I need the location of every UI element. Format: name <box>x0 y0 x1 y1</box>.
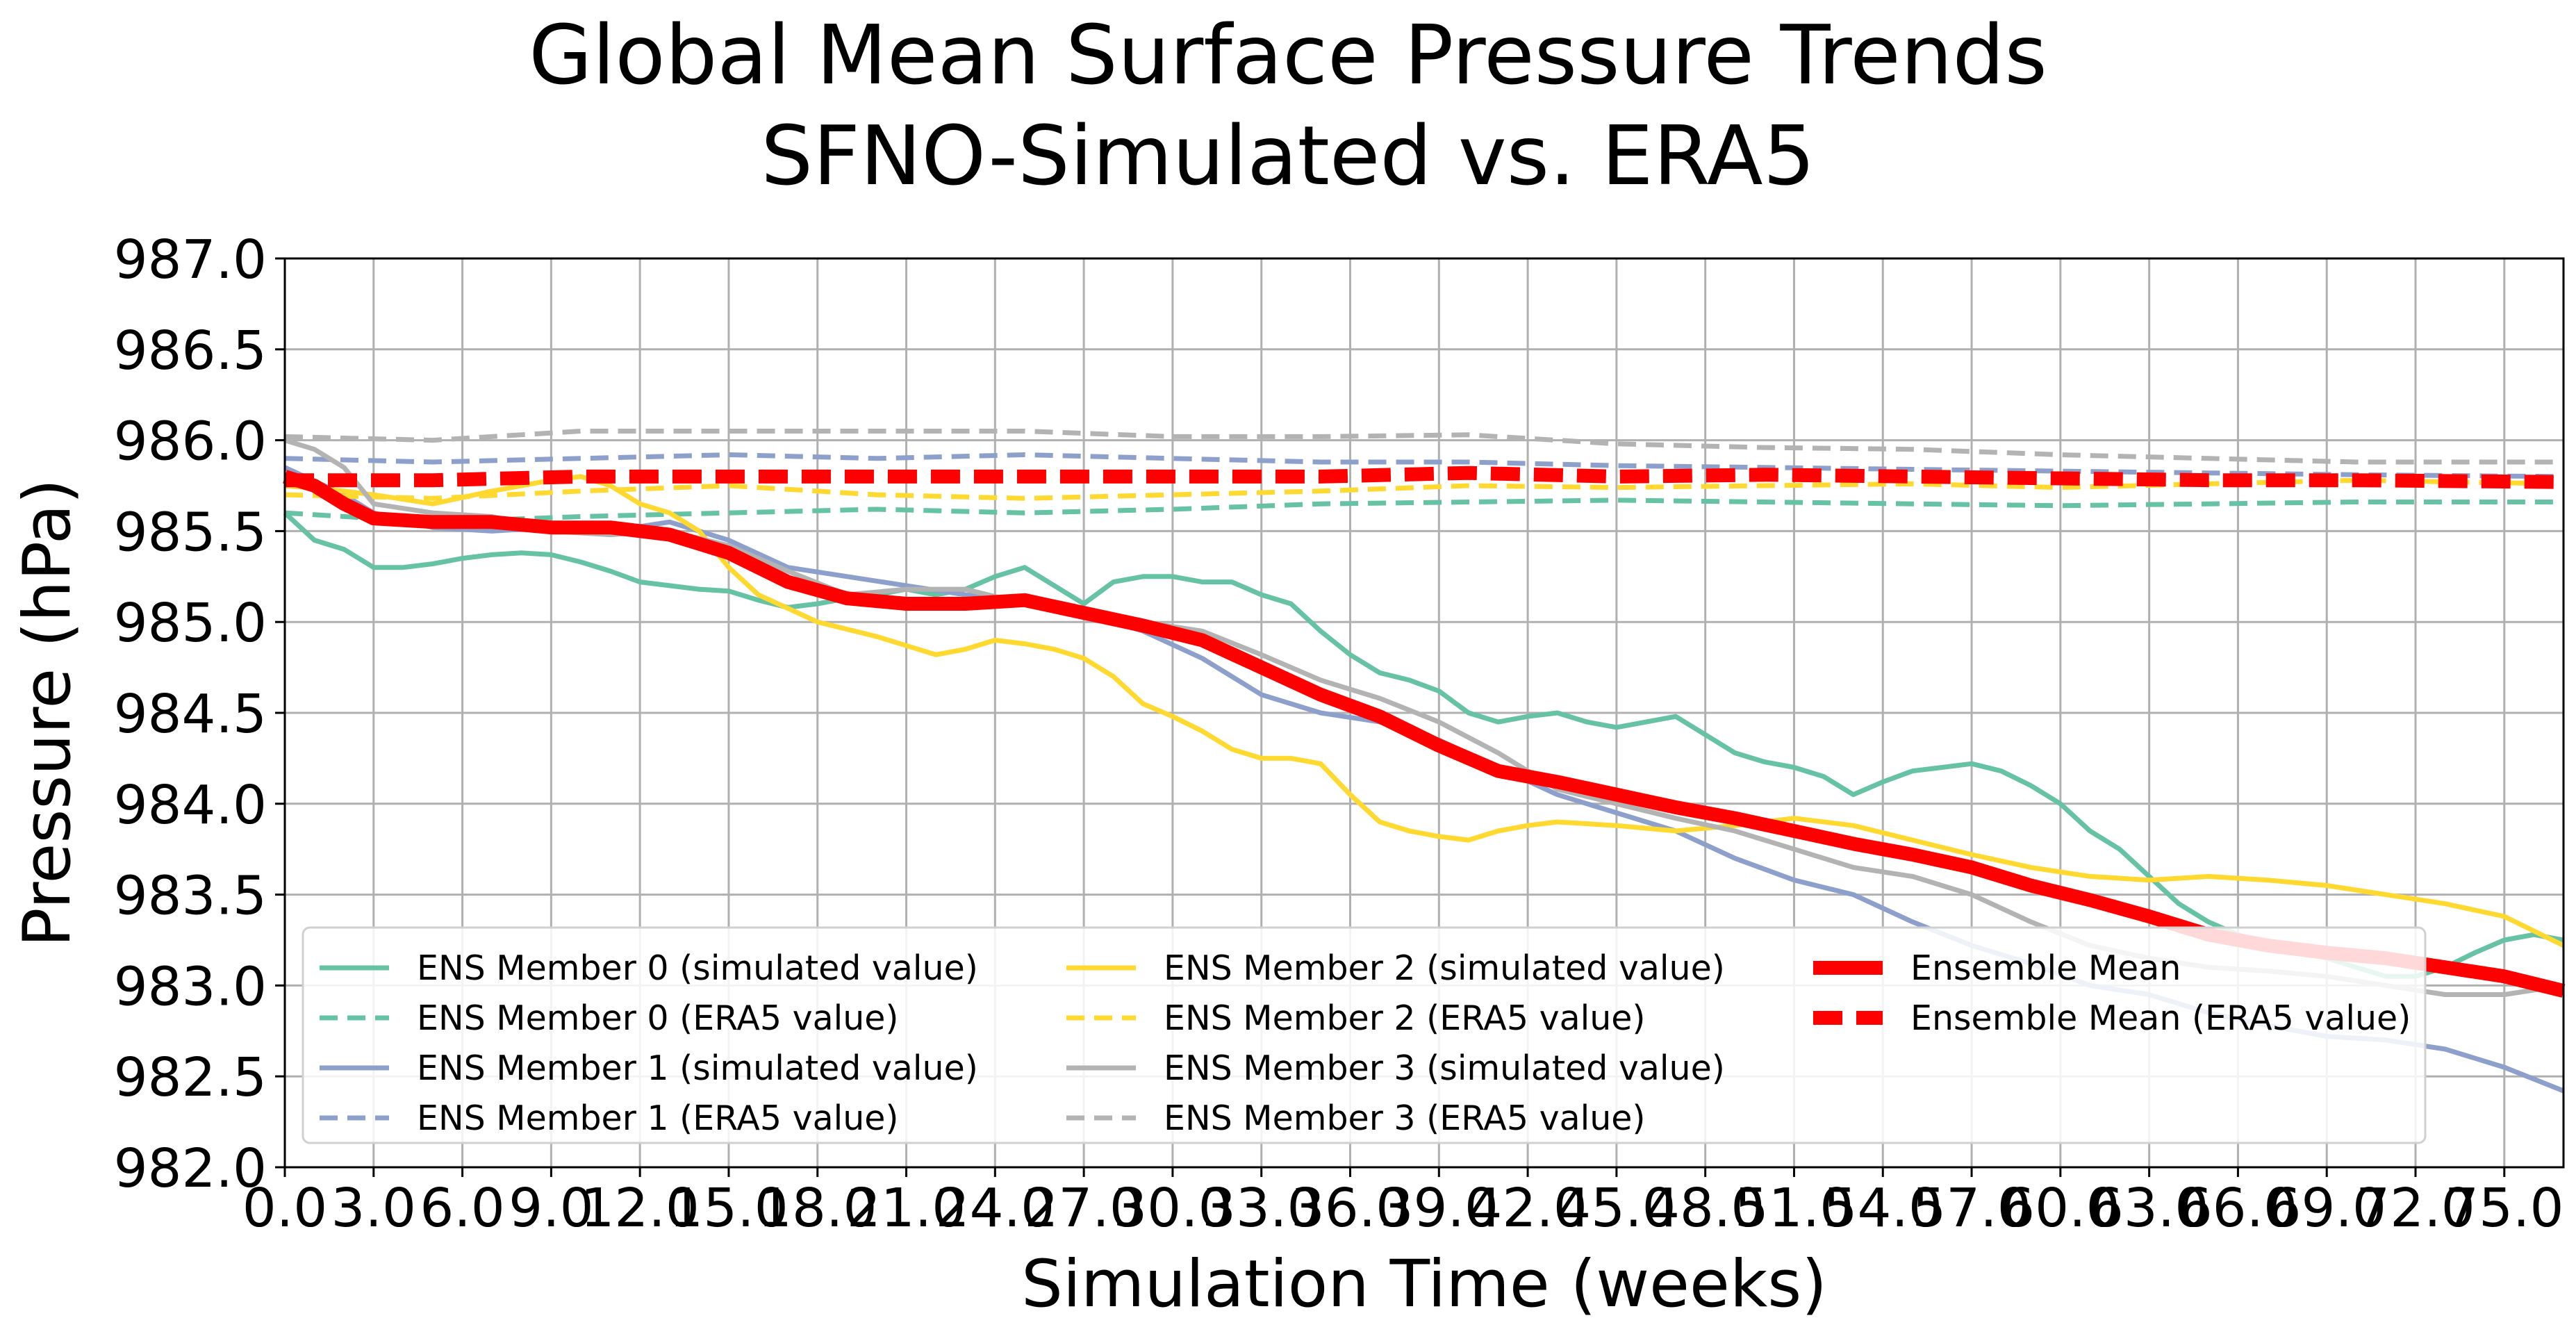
y-tick-label: 984.0 <box>114 775 267 837</box>
chart-subtitle: SFNO-Simulated vs. ERA5 <box>761 108 1815 204</box>
y-tick-label: 982.5 <box>114 1047 267 1109</box>
x-tick-label: 48.0 <box>1646 1178 1765 1240</box>
x-tick-label: 0.0 <box>242 1178 327 1240</box>
legend-label: Ensemble Mean (ERA5 value) <box>1910 998 2411 1038</box>
legend-label: ENS Member 2 (simulated value) <box>1164 948 1725 988</box>
legend-label: ENS Member 3 (ERA5 value) <box>1164 1098 1646 1138</box>
x-tick-label: 21.0 <box>847 1178 966 1240</box>
x-tick-label: 75.0 <box>2445 1178 2563 1240</box>
chart-title: Global Mean Surface Pressure Trends <box>529 7 2047 103</box>
legend-label: ENS Member 0 (ERA5 value) <box>417 998 899 1038</box>
y-tick-label: 987.0 <box>114 229 267 291</box>
x-tick-label: 33.0 <box>1202 1178 1321 1240</box>
series-line-ensemble-mean-era5-value <box>285 466 2564 489</box>
y-tick-label: 982.0 <box>114 1138 267 1200</box>
x-tick-label: 69.0 <box>2267 1178 2386 1240</box>
x-tick-label: 66.0 <box>2179 1178 2297 1240</box>
series-line-ens-member-0-simulated-value <box>283 511 2564 979</box>
x-tick-label: 15.0 <box>669 1178 788 1240</box>
series-line-ens-member-2-simulated-value <box>284 474 2565 948</box>
x-tick-label: 36.0 <box>1291 1178 1410 1240</box>
legend-label: Ensemble Mean <box>1910 948 2181 988</box>
y-tick-label: 984.5 <box>114 684 267 746</box>
x-tick-label: 60.0 <box>2001 1178 2120 1240</box>
x-tick-label: 27.0 <box>1024 1178 1143 1240</box>
legend-label: ENS Member 3 (simulated value) <box>1164 1048 1725 1088</box>
x-tick-label: 6.0 <box>420 1178 504 1240</box>
x-tick-label: 57.0 <box>1912 1178 2031 1240</box>
legend-label: ENS Member 1 (simulated value) <box>417 1048 978 1088</box>
x-tick-label: 39.0 <box>1380 1178 1498 1240</box>
x-tick-label: 9.0 <box>509 1178 593 1240</box>
series-line-ens-member-1-era5-value <box>284 452 2564 479</box>
legend-label: ENS Member 1 (ERA5 value) <box>417 1098 899 1138</box>
series-line-ens-member-0-era5-value <box>284 497 2563 525</box>
x-tick-label: 24.0 <box>936 1178 1055 1240</box>
y-tick-label: 986.0 <box>114 411 267 473</box>
legend-label: ENS Member 2 (ERA5 value) <box>1164 998 1646 1038</box>
legend-box <box>302 926 2427 1144</box>
x-axis-ticks: 0.0 3.0 6.0 9.012.015.018.021.024.027.030.0… <box>242 1167 2564 1240</box>
x-tick-label: 12.0 <box>580 1178 699 1240</box>
y-axis-ticks: 982.0 982.5 983.0 983.5 984.0 984.5 985.0 985.5… <box>114 229 285 1200</box>
x-tick-label: 3.0 <box>331 1178 416 1240</box>
x-tick-label: 45.0 <box>1557 1178 1676 1240</box>
y-tick-label: 985.5 <box>114 502 267 563</box>
series-line-ensemble-mean <box>283 470 2566 998</box>
legend: ENS Member 0 (simulated value) ENS Member… <box>302 926 2427 1144</box>
y-axis-label: Pressure (hPa) <box>10 479 85 947</box>
x-tick-label: 42.0 <box>1468 1178 1587 1240</box>
x-tick-label: 30.0 <box>1113 1178 1232 1240</box>
y-tick-label: 985.0 <box>114 593 267 654</box>
x-tick-label: 72.0 <box>2356 1178 2475 1240</box>
series-line-ens-member-3-era5-value <box>284 429 2563 465</box>
x-tick-label: 51.0 <box>1735 1178 1853 1240</box>
y-tick-label: 986.5 <box>114 320 267 382</box>
legend-label: ENS Member 0 (simulated value) <box>417 948 978 988</box>
y-tick-label: 983.0 <box>114 956 267 1018</box>
x-tick-label: 63.0 <box>2090 1178 2208 1240</box>
x-tick-label: 54.0 <box>1824 1178 1942 1240</box>
y-tick-label: 983.5 <box>114 866 267 928</box>
x-tick-label: 18.0 <box>758 1178 877 1240</box>
series-line-ens-member-2-era5-value <box>284 477 2564 501</box>
x-axis-label: Simulation Time (weeks) <box>1021 1246 1827 1322</box>
